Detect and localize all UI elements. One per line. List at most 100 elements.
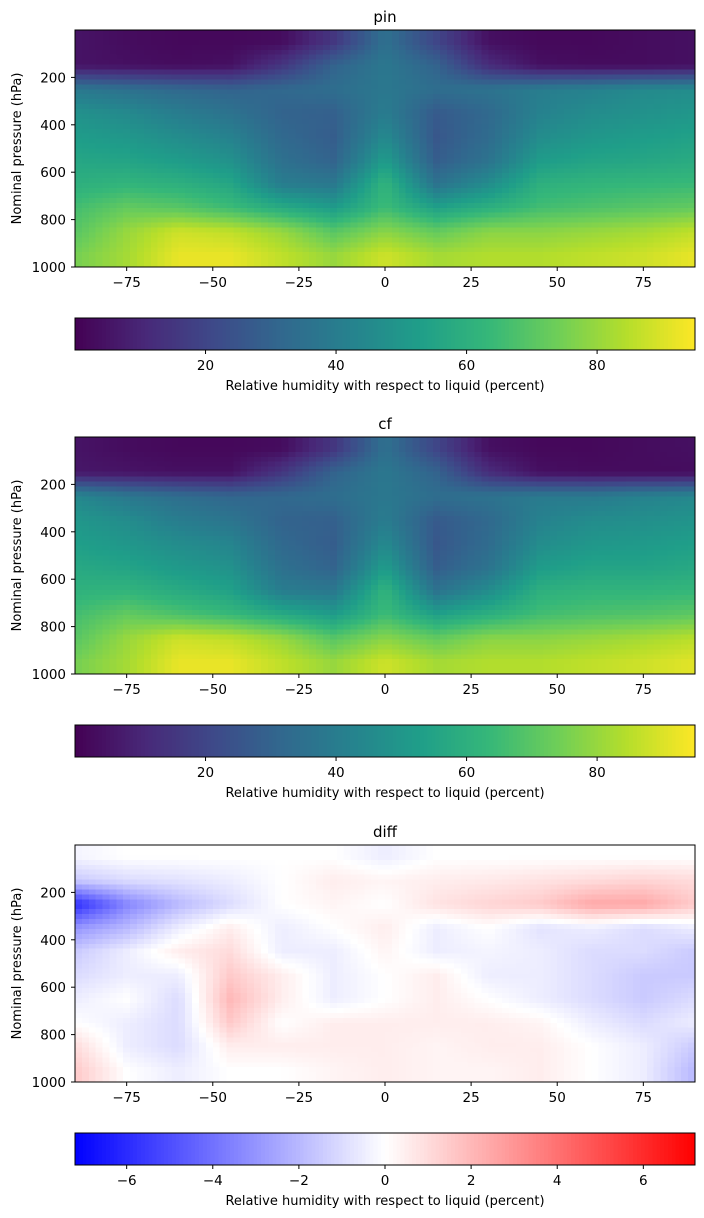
heatmap-cell	[529, 44, 538, 51]
heatmap-cell	[95, 54, 104, 61]
heatmap-cell	[261, 153, 269, 159]
heatmap-cell	[75, 104, 83, 110]
heatmap-cell	[626, 188, 634, 194]
heatmap-cell	[619, 242, 627, 248]
heatmap-cell	[302, 212, 310, 219]
heatmap-cell	[509, 54, 517, 61]
heatmap-cell	[688, 113, 696, 120]
heatmap-cell	[295, 441, 303, 448]
heatmap-cell	[336, 74, 345, 80]
heatmap-cell	[515, 183, 524, 189]
heatmap-cell	[488, 188, 496, 194]
heatmap-cell	[130, 138, 138, 145]
heatmap-cell	[254, 104, 262, 110]
heatmap-cell	[495, 49, 503, 56]
heatmap-cell	[626, 113, 634, 120]
heatmap-cell	[426, 128, 434, 135]
heatmap-cell	[116, 49, 124, 56]
heatmap-cell	[261, 168, 269, 174]
heatmap-cell	[660, 69, 669, 76]
heatmap-cell	[192, 84, 200, 90]
heatmap-cell	[137, 262, 145, 268]
heatmap-cell	[81, 437, 90, 443]
heatmap-cell	[398, 158, 407, 164]
heatmap-cell	[598, 74, 607, 80]
heatmap-cell	[81, 247, 90, 253]
heatmap-cell	[385, 437, 393, 443]
heatmap-cell	[274, 207, 283, 214]
heatmap-cell	[219, 227, 228, 234]
heatmap-cell	[261, 232, 269, 238]
heatmap-cell	[88, 212, 97, 219]
heatmap-cell	[653, 197, 662, 204]
heatmap-cell	[481, 94, 489, 100]
colorbar-swatch	[168, 318, 173, 350]
colorbar-swatch	[311, 318, 316, 350]
heatmap-cell	[295, 133, 303, 140]
heatmap-cell	[267, 99, 276, 105]
heatmap-cell	[405, 30, 414, 36]
heatmap-cell	[550, 202, 558, 209]
heatmap-cell	[633, 143, 641, 150]
heatmap-cell	[309, 79, 317, 85]
heatmap-cell	[261, 212, 269, 219]
heatmap-cell	[157, 84, 166, 90]
heatmap-cell	[391, 153, 400, 159]
heatmap-cell	[192, 104, 200, 110]
heatmap-cell	[247, 178, 255, 184]
heatmap-cell	[605, 207, 613, 214]
heatmap-cell	[598, 451, 607, 458]
heatmap-cell	[653, 441, 662, 448]
heatmap-cell	[343, 207, 352, 214]
heatmap-cell	[653, 446, 662, 453]
heatmap-cell	[584, 99, 593, 105]
heatmap-cell	[391, 69, 400, 76]
heatmap-cell	[612, 192, 620, 199]
heatmap-cell	[626, 138, 634, 145]
heatmap-cell	[557, 104, 565, 110]
heatmap-cell	[75, 143, 83, 150]
heatmap-cell	[281, 118, 290, 125]
heatmap-cell	[633, 123, 641, 130]
colorbar-swatch	[683, 318, 688, 350]
heatmap-cell	[557, 54, 565, 61]
colorbar-swatch	[148, 318, 154, 350]
heatmap-cell	[212, 99, 221, 105]
heatmap-cell	[653, 30, 662, 36]
heatmap-cell	[329, 173, 338, 179]
heatmap-cell	[667, 148, 675, 155]
heatmap-cell	[226, 242, 235, 248]
heatmap-cell	[309, 257, 317, 263]
heatmap-cell	[329, 222, 338, 229]
heatmap-cell	[185, 227, 193, 234]
heatmap-cell	[612, 128, 620, 135]
heatmap-cell	[233, 128, 241, 135]
heatmap-cell	[130, 237, 138, 243]
heatmap-cell	[123, 178, 131, 184]
heatmap-cell	[557, 44, 565, 51]
heatmap-cell	[550, 138, 558, 145]
colorbar-swatch	[210, 318, 216, 350]
heatmap-cell	[316, 30, 324, 36]
heatmap-cell	[564, 148, 572, 155]
heatmap-cell	[199, 252, 207, 258]
heatmap-cell	[488, 437, 496, 443]
heatmap-cell	[633, 207, 641, 214]
heatmap-cell	[261, 441, 269, 448]
heatmap-cell	[447, 158, 455, 164]
heatmap-cell	[688, 59, 696, 66]
heatmap-cell	[137, 441, 145, 448]
heatmap-cell	[639, 89, 648, 95]
heatmap-cell	[460, 39, 469, 46]
heatmap-cell	[157, 207, 166, 214]
heatmap-cell	[178, 456, 186, 463]
colorbar-swatch	[621, 318, 626, 350]
heatmap-cell	[178, 257, 186, 263]
heatmap-cell	[316, 207, 324, 214]
heatmap-cell	[281, 99, 290, 105]
heatmap-cell	[185, 262, 193, 268]
heatmap-cell	[571, 79, 579, 85]
heatmap-cell	[646, 207, 655, 214]
heatmap-cell	[336, 94, 345, 100]
heatmap-cell	[350, 34, 359, 41]
